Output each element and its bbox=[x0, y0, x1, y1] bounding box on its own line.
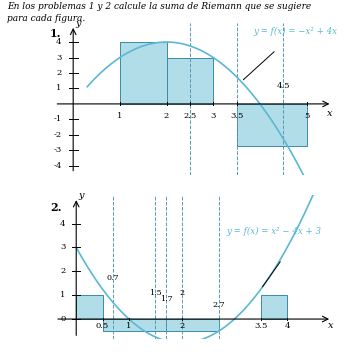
Text: En los problemas 1 y 2 calcule la suma de Riemann que se sugiere: En los problemas 1 y 2 calcule la suma d… bbox=[7, 2, 312, 11]
Text: -3: -3 bbox=[53, 146, 62, 155]
Text: 4: 4 bbox=[284, 322, 290, 330]
Text: 2: 2 bbox=[164, 112, 169, 119]
Text: 1.7: 1.7 bbox=[159, 295, 172, 303]
Text: para cada figura.: para cada figura. bbox=[7, 14, 85, 23]
Text: 0.5: 0.5 bbox=[96, 322, 109, 330]
Bar bbox=[237, 104, 307, 147]
Bar bbox=[167, 57, 213, 104]
Text: 2.: 2. bbox=[50, 202, 61, 213]
Text: 5: 5 bbox=[304, 112, 309, 119]
Bar bbox=[76, 295, 103, 319]
Text: 3: 3 bbox=[60, 243, 66, 252]
Bar bbox=[120, 42, 167, 104]
Text: 3.5: 3.5 bbox=[230, 112, 243, 119]
Text: -1: -1 bbox=[53, 116, 62, 123]
Text: y = f(x) = −x² + 4x: y = f(x) = −x² + 4x bbox=[253, 26, 337, 35]
Text: 1: 1 bbox=[117, 112, 122, 119]
Text: y: y bbox=[75, 19, 80, 28]
Text: 0: 0 bbox=[61, 315, 66, 323]
Text: x: x bbox=[327, 109, 333, 118]
Bar bbox=[103, 319, 166, 331]
Text: 2: 2 bbox=[56, 69, 62, 77]
Text: 1.5: 1.5 bbox=[149, 289, 162, 297]
Text: 2.7: 2.7 bbox=[212, 301, 225, 309]
Text: y: y bbox=[79, 191, 84, 200]
Text: 4: 4 bbox=[56, 38, 62, 46]
Text: -4: -4 bbox=[53, 162, 62, 170]
Bar bbox=[261, 295, 287, 319]
Text: 1: 1 bbox=[60, 291, 66, 299]
Text: 2: 2 bbox=[179, 289, 184, 297]
Text: 2: 2 bbox=[179, 322, 184, 330]
Text: 3.5: 3.5 bbox=[254, 322, 267, 330]
Text: 4.5: 4.5 bbox=[277, 82, 290, 90]
Text: 3: 3 bbox=[210, 112, 216, 119]
Text: 3: 3 bbox=[56, 53, 62, 61]
Text: 2.5: 2.5 bbox=[183, 112, 197, 119]
Text: 4: 4 bbox=[60, 219, 66, 227]
Text: 1.: 1. bbox=[50, 28, 61, 39]
Text: 1: 1 bbox=[56, 84, 62, 92]
Text: 1: 1 bbox=[126, 322, 132, 330]
Text: 0.7: 0.7 bbox=[107, 274, 119, 282]
Text: 2: 2 bbox=[61, 267, 66, 275]
Text: -2: -2 bbox=[53, 131, 62, 139]
Text: y = f(x) = x² − 4x + 3: y = f(x) = x² − 4x + 3 bbox=[226, 227, 321, 236]
Bar bbox=[166, 319, 219, 331]
Text: x: x bbox=[328, 321, 333, 330]
